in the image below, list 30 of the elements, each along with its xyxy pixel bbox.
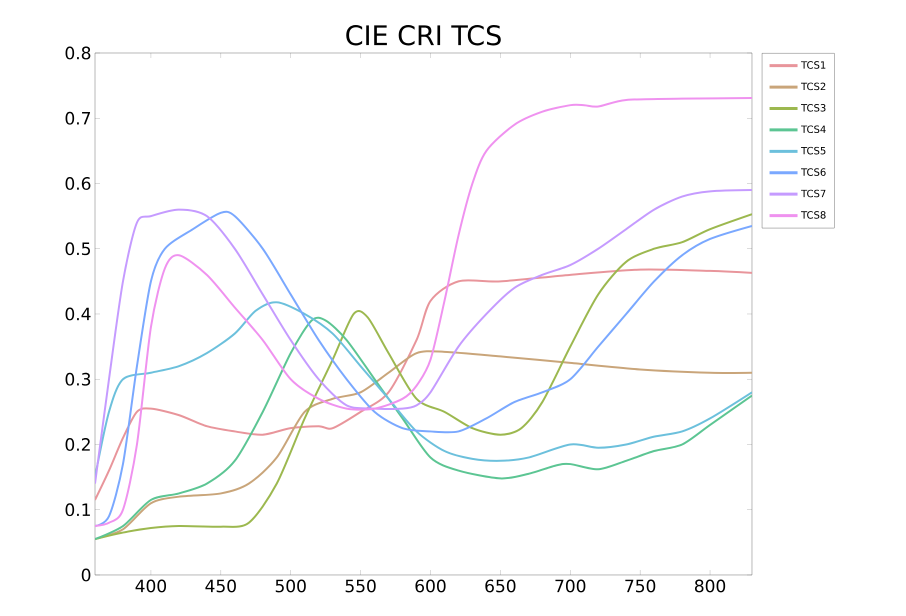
y-tick-label: 0.3 [66,372,90,386]
x-tick-label: 650 [485,580,516,592]
line-series [95,97,752,528]
x-tick-label: 800 [694,580,726,592]
y-tick-label: 0.8 [66,46,90,60]
line-series [95,268,752,501]
y-tick-label: 0 [82,568,90,582]
legend-label: TCS2 [801,82,826,90]
line-series [95,189,752,485]
legend-label: TCS7 [801,190,826,198]
x-tick-label: 550 [346,580,376,592]
x-tick-label: 750 [625,580,656,592]
y-tick-label: 0.5 [66,242,90,256]
x-tick-label: 500 [276,580,306,592]
legend-label: TCS3 [801,104,826,112]
x-tick-label: 450 [205,580,236,592]
y-tick-label: 0.6 [66,177,90,190]
legend-label: TCS4 [801,125,826,134]
legend-label: TCS6 [801,168,826,176]
y-tick-label: 0.4 [66,308,91,320]
chart-title: CIE CRI TCS [346,25,501,46]
legend-label: TCS5 [801,146,826,154]
y-tick-label: 0.7 [66,112,90,125]
x-tick-label: 700 [555,580,586,592]
legend-label: TCS8 [801,211,826,219]
x-tick-label: 600 [415,580,446,592]
x-tick-label: 400 [136,580,166,592]
legend-label: TCS1 [801,61,826,69]
y-tick-label: 0.1 [66,503,90,516]
y-tick-label: 0.2 [66,438,90,451]
